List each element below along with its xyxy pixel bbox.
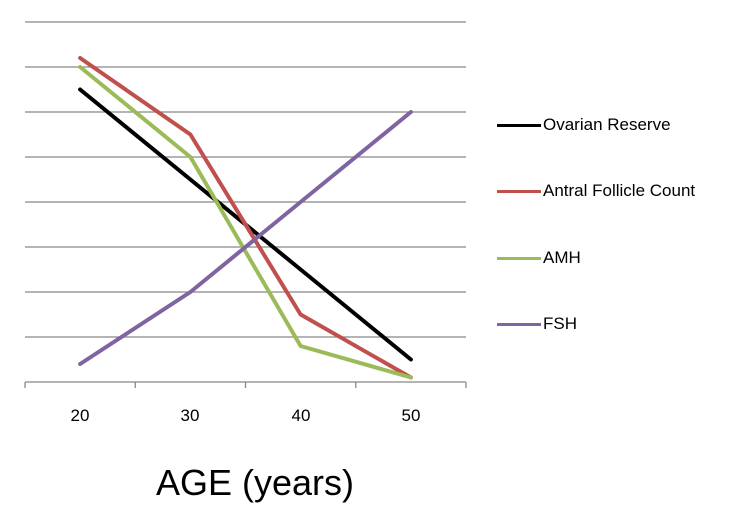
- gridlines: [25, 21, 466, 338]
- legend-swatch-red: [497, 189, 541, 193]
- legend-item-amh: AMH: [497, 246, 581, 270]
- x-axis-title: AGE (years): [155, 462, 355, 503]
- legend-label: Antral Follicle Count: [543, 181, 696, 200]
- legend-swatch-black: [497, 123, 541, 127]
- legend-label: FSH: [543, 314, 577, 333]
- legend-swatch-green: [497, 256, 541, 260]
- legend-item-ovarian-reserve: Ovarian Reserve: [497, 113, 671, 137]
- series-line-fsh: [78, 110, 413, 366]
- series-line-antral-follicle-count: [78, 56, 413, 380]
- series-line-amh: [78, 65, 413, 380]
- x-tick-label-30: 30: [180, 406, 200, 425]
- x-axis: [24, 381, 467, 388]
- legend-swatch-purple: [497, 322, 541, 326]
- series-lines: [78, 56, 413, 380]
- x-tick-label-40: 40: [291, 406, 311, 425]
- legend-item-antral-follicle-count: Antral Follicle Count: [497, 179, 695, 203]
- legend-label: AMH: [543, 248, 581, 267]
- legend-label: Ovarian Reserve: [543, 115, 671, 134]
- x-tick-label-20: 20: [70, 406, 90, 425]
- x-tick-label-50: 50: [401, 406, 421, 425]
- legend-item-fsh: FSH: [497, 312, 577, 336]
